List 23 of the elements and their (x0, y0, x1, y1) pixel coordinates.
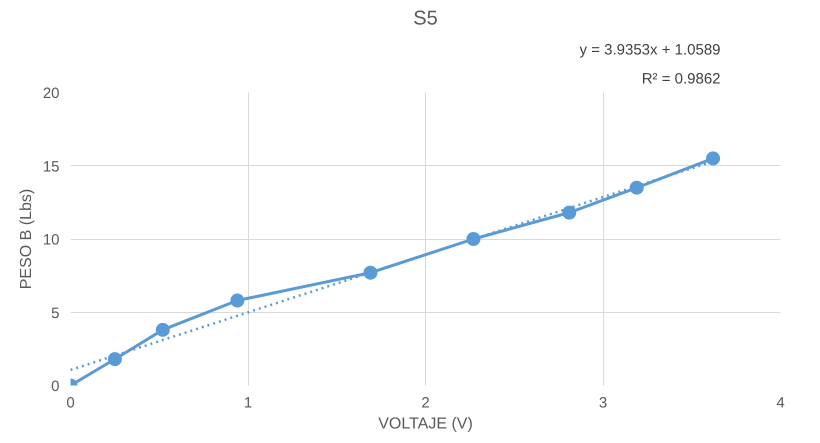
y-axis-title: PESO B (Lbs) (18, 188, 35, 290)
x-tick-label: 4 (776, 394, 785, 412)
x-tick-label: 1 (244, 394, 252, 412)
point (466, 232, 480, 246)
point (156, 322, 170, 337)
y-tick-label: 10 (42, 232, 60, 248)
point (363, 266, 378, 280)
y-tick-label: 20 (42, 85, 60, 102)
point (630, 180, 644, 195)
x-tick-label: 2 (421, 394, 430, 412)
point (230, 294, 244, 308)
text: y = 3.9353x + 1.0589 (580, 42, 721, 58)
x-tick-label: 0 (66, 394, 75, 412)
text: R² = 0.9862 (642, 70, 721, 88)
chart-title: S5 (413, 8, 438, 30)
x-tick-label: 3 (598, 394, 608, 412)
point (108, 352, 122, 366)
y-tick-label: 5 (51, 304, 60, 322)
point (706, 151, 720, 166)
y-tick-label: 15 (42, 158, 60, 176)
y-tick-label: 0 (51, 378, 60, 395)
x-axis-title: VOLTAJE (V) (378, 416, 473, 432)
point (562, 206, 576, 220)
